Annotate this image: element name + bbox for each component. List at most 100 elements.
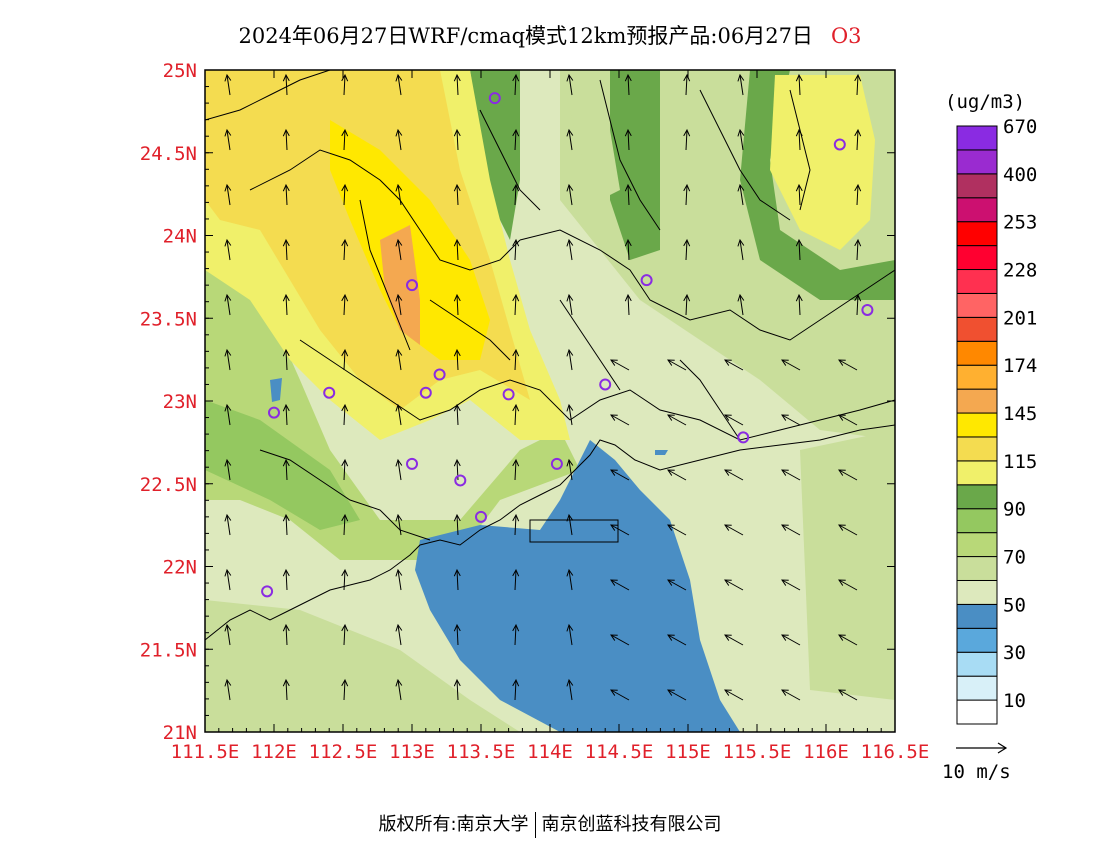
legend-label: 30 <box>1003 642 1026 664</box>
map-title-species: O3 <box>830 24 862 48</box>
station-marker <box>599 378 612 391</box>
wind-arrow <box>838 689 858 701</box>
wind-arrow <box>683 293 691 316</box>
wind-arrow <box>282 623 290 646</box>
wind-arrow <box>453 403 461 426</box>
wind-arrow <box>341 238 349 261</box>
wind-arrow <box>854 128 862 151</box>
wind-arrow <box>512 513 520 536</box>
wind-arrow <box>224 568 232 591</box>
wind-arrow <box>512 73 520 96</box>
y-tick-label: 21N <box>163 722 197 744</box>
field-30-50-spot-2 <box>655 450 668 455</box>
station-marker <box>550 457 563 470</box>
legend-label: 145 <box>1003 403 1037 425</box>
wind-arrow <box>224 623 232 646</box>
field-70-east <box>800 430 895 700</box>
wind-arrow <box>282 73 290 96</box>
legend-swatch <box>956 699 998 725</box>
wind-arrow <box>453 513 461 536</box>
wind-arrow <box>395 73 403 96</box>
x-axis: 111.5E 112E 112.5E 113E 113.5E 114E 114.5E 115E… <box>171 70 929 763</box>
station-marker <box>406 279 418 292</box>
field-90-ridge-3 <box>740 70 895 300</box>
footer-separator <box>534 812 536 838</box>
wind-arrow <box>624 73 632 96</box>
station-marker <box>406 457 418 470</box>
wind-arrow <box>512 238 520 261</box>
legend-swatch <box>956 269 998 294</box>
wind-arrow <box>610 414 630 426</box>
y-tick-label: 25N <box>163 60 197 82</box>
wind-arrow <box>395 568 403 591</box>
wind-arrow <box>395 183 403 206</box>
legend-swatch <box>956 197 998 223</box>
wind-arrow <box>282 458 290 481</box>
y-tick-label: 23N <box>163 391 197 413</box>
wind-arrow <box>795 73 803 96</box>
wind-arrow <box>737 128 745 151</box>
field-90-west <box>205 400 360 530</box>
legend-swatch <box>956 388 998 414</box>
station-marker <box>861 303 874 316</box>
wind-arrow <box>737 183 745 206</box>
wind-arrow <box>282 678 290 701</box>
legend-swatch <box>956 675 998 701</box>
wind-arrow <box>512 623 520 646</box>
x-tick-label: 115E <box>665 741 711 763</box>
station-markers <box>261 92 874 598</box>
wind-arrow <box>838 359 858 371</box>
wind-arrow <box>453 678 461 701</box>
wind-arrow <box>838 524 858 536</box>
wind-arrow <box>453 568 461 591</box>
wind-arrow <box>224 128 232 151</box>
field-174-hotspot <box>380 225 420 345</box>
wind-arrow <box>395 128 403 151</box>
wind-arrow <box>838 469 858 481</box>
wind-arrow <box>395 623 403 646</box>
x-tick-label: 113.5E <box>447 741 516 763</box>
wind-arrow <box>566 513 574 536</box>
wind-arrow <box>566 348 574 371</box>
legend-label: 670 <box>1003 116 1037 138</box>
wind-arrow <box>683 73 691 96</box>
wind-arrow <box>224 513 232 536</box>
wind-arrow <box>512 348 520 371</box>
wind-arrow <box>610 634 630 646</box>
wind-arrow <box>724 634 744 646</box>
wind-arrow <box>282 128 290 151</box>
wind-arrow <box>282 403 290 426</box>
wind-arrow <box>395 293 403 316</box>
wind-arrow <box>781 689 801 701</box>
station-marker <box>833 138 846 151</box>
wind-arrow <box>395 238 403 261</box>
wind-arrow <box>395 403 403 426</box>
station-marker <box>454 474 467 487</box>
wind-arrow <box>341 348 349 371</box>
wind-arrow <box>854 183 862 206</box>
wind-arrow <box>341 128 349 151</box>
legend-swatch <box>956 651 998 677</box>
wind-arrow <box>624 238 632 261</box>
wind-arrow <box>395 513 403 536</box>
wind-arrow <box>341 623 349 646</box>
station-marker <box>323 386 336 399</box>
legend-swatch <box>956 627 998 653</box>
wind-arrow <box>781 414 801 426</box>
wind-arrow <box>512 403 520 426</box>
field-30-50-sea <box>415 440 740 732</box>
wind-arrow <box>610 469 630 481</box>
wind-arrow <box>667 359 687 371</box>
field-70-mid-north <box>560 70 620 200</box>
y-tick-label: 22N <box>163 557 197 579</box>
plot-area <box>205 70 895 732</box>
legend-swatch <box>956 173 998 199</box>
wind-arrow <box>341 403 349 426</box>
station-marker <box>419 386 432 399</box>
legend-label: 201 <box>1003 307 1037 329</box>
legend-label: 90 <box>1003 499 1026 521</box>
legend-swatch <box>956 364 998 390</box>
x-tick-label: 112.5E <box>309 741 378 763</box>
wind-arrow <box>453 623 461 646</box>
legend-swatch <box>956 340 998 366</box>
